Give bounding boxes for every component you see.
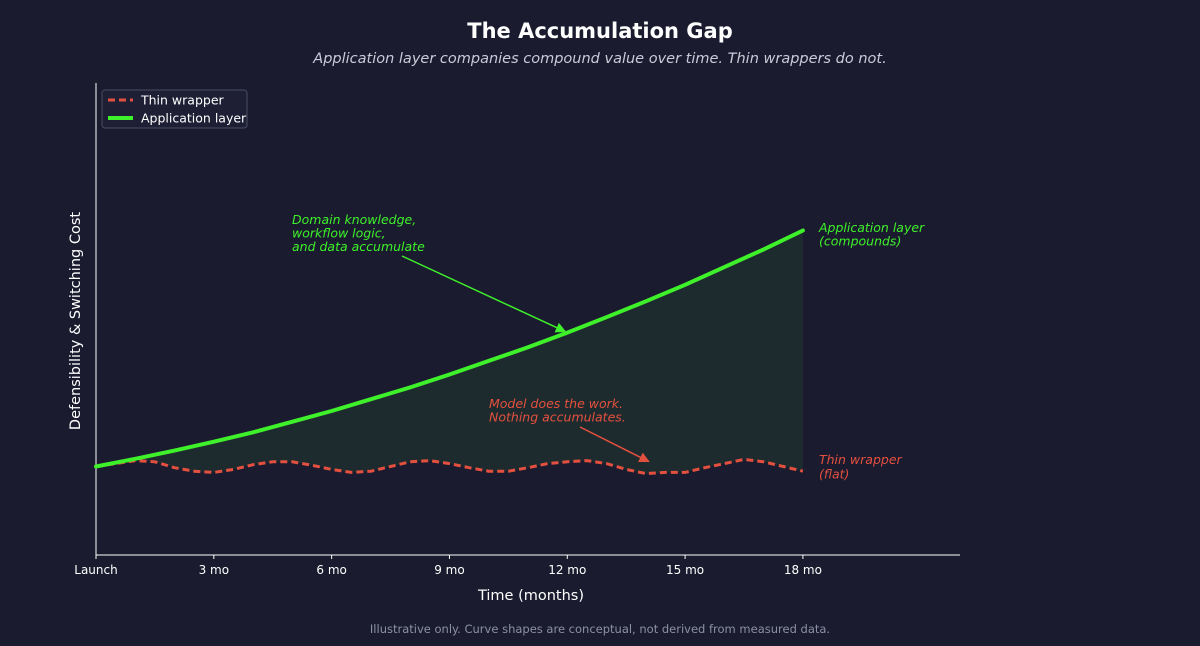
x-tick-label: 3 mo bbox=[199, 563, 229, 577]
x-tick-label: 18 mo bbox=[784, 563, 822, 577]
x-tick-label: 6 mo bbox=[316, 563, 346, 577]
y-axis-label: Defensibility & Switching Cost bbox=[68, 212, 84, 430]
legend-label-thin-wrapper: Thin wrapper bbox=[140, 93, 225, 108]
x-tick-label: 15 mo bbox=[666, 563, 704, 577]
series-line-thin-wrapper bbox=[95, 457, 804, 476]
legend: Thin wrapper Application layer bbox=[101, 89, 248, 129]
gap-fill-layer bbox=[96, 230, 803, 474]
annotations: Domain knowledge, workflow logic, and data… bbox=[292, 212, 925, 482]
end-label-thin-wrapper: Thin wrapper (flat) bbox=[819, 452, 903, 482]
annotation-model-does-work: Model does the work. Nothing accumulates. bbox=[489, 396, 626, 425]
x-axis-label: Time (months) bbox=[477, 588, 584, 604]
gap-fill-area bbox=[96, 230, 803, 474]
x-tick-label: Launch bbox=[74, 563, 117, 577]
end-label-application-layer: Application layer (compounds) bbox=[818, 220, 925, 249]
x-tick-label: 9 mo bbox=[434, 563, 464, 577]
axes: Launch 3 mo 6 mo 9 mo 12 mo 15 mo 18 mo Time (m… bbox=[68, 83, 960, 604]
footnote: Illustrative only. Curve shapes are conc… bbox=[369, 622, 831, 636]
series-layer bbox=[94, 228, 805, 476]
annotation-arrow-green bbox=[401, 255, 567, 333]
legend-label-application-layer: Application layer bbox=[141, 111, 247, 126]
chart-title: The Accumulation Gap bbox=[467, 19, 733, 43]
x-tick-label: 12 mo bbox=[548, 563, 586, 577]
series-line-application-layer bbox=[94, 228, 805, 469]
chart-subtitle: Application layer companies compound val… bbox=[313, 51, 887, 67]
legend-box bbox=[101, 89, 248, 129]
annotation-domain-knowledge: Domain knowledge, workflow logic, and data… bbox=[292, 212, 425, 254]
annotation-arrow-red bbox=[579, 426, 650, 463]
